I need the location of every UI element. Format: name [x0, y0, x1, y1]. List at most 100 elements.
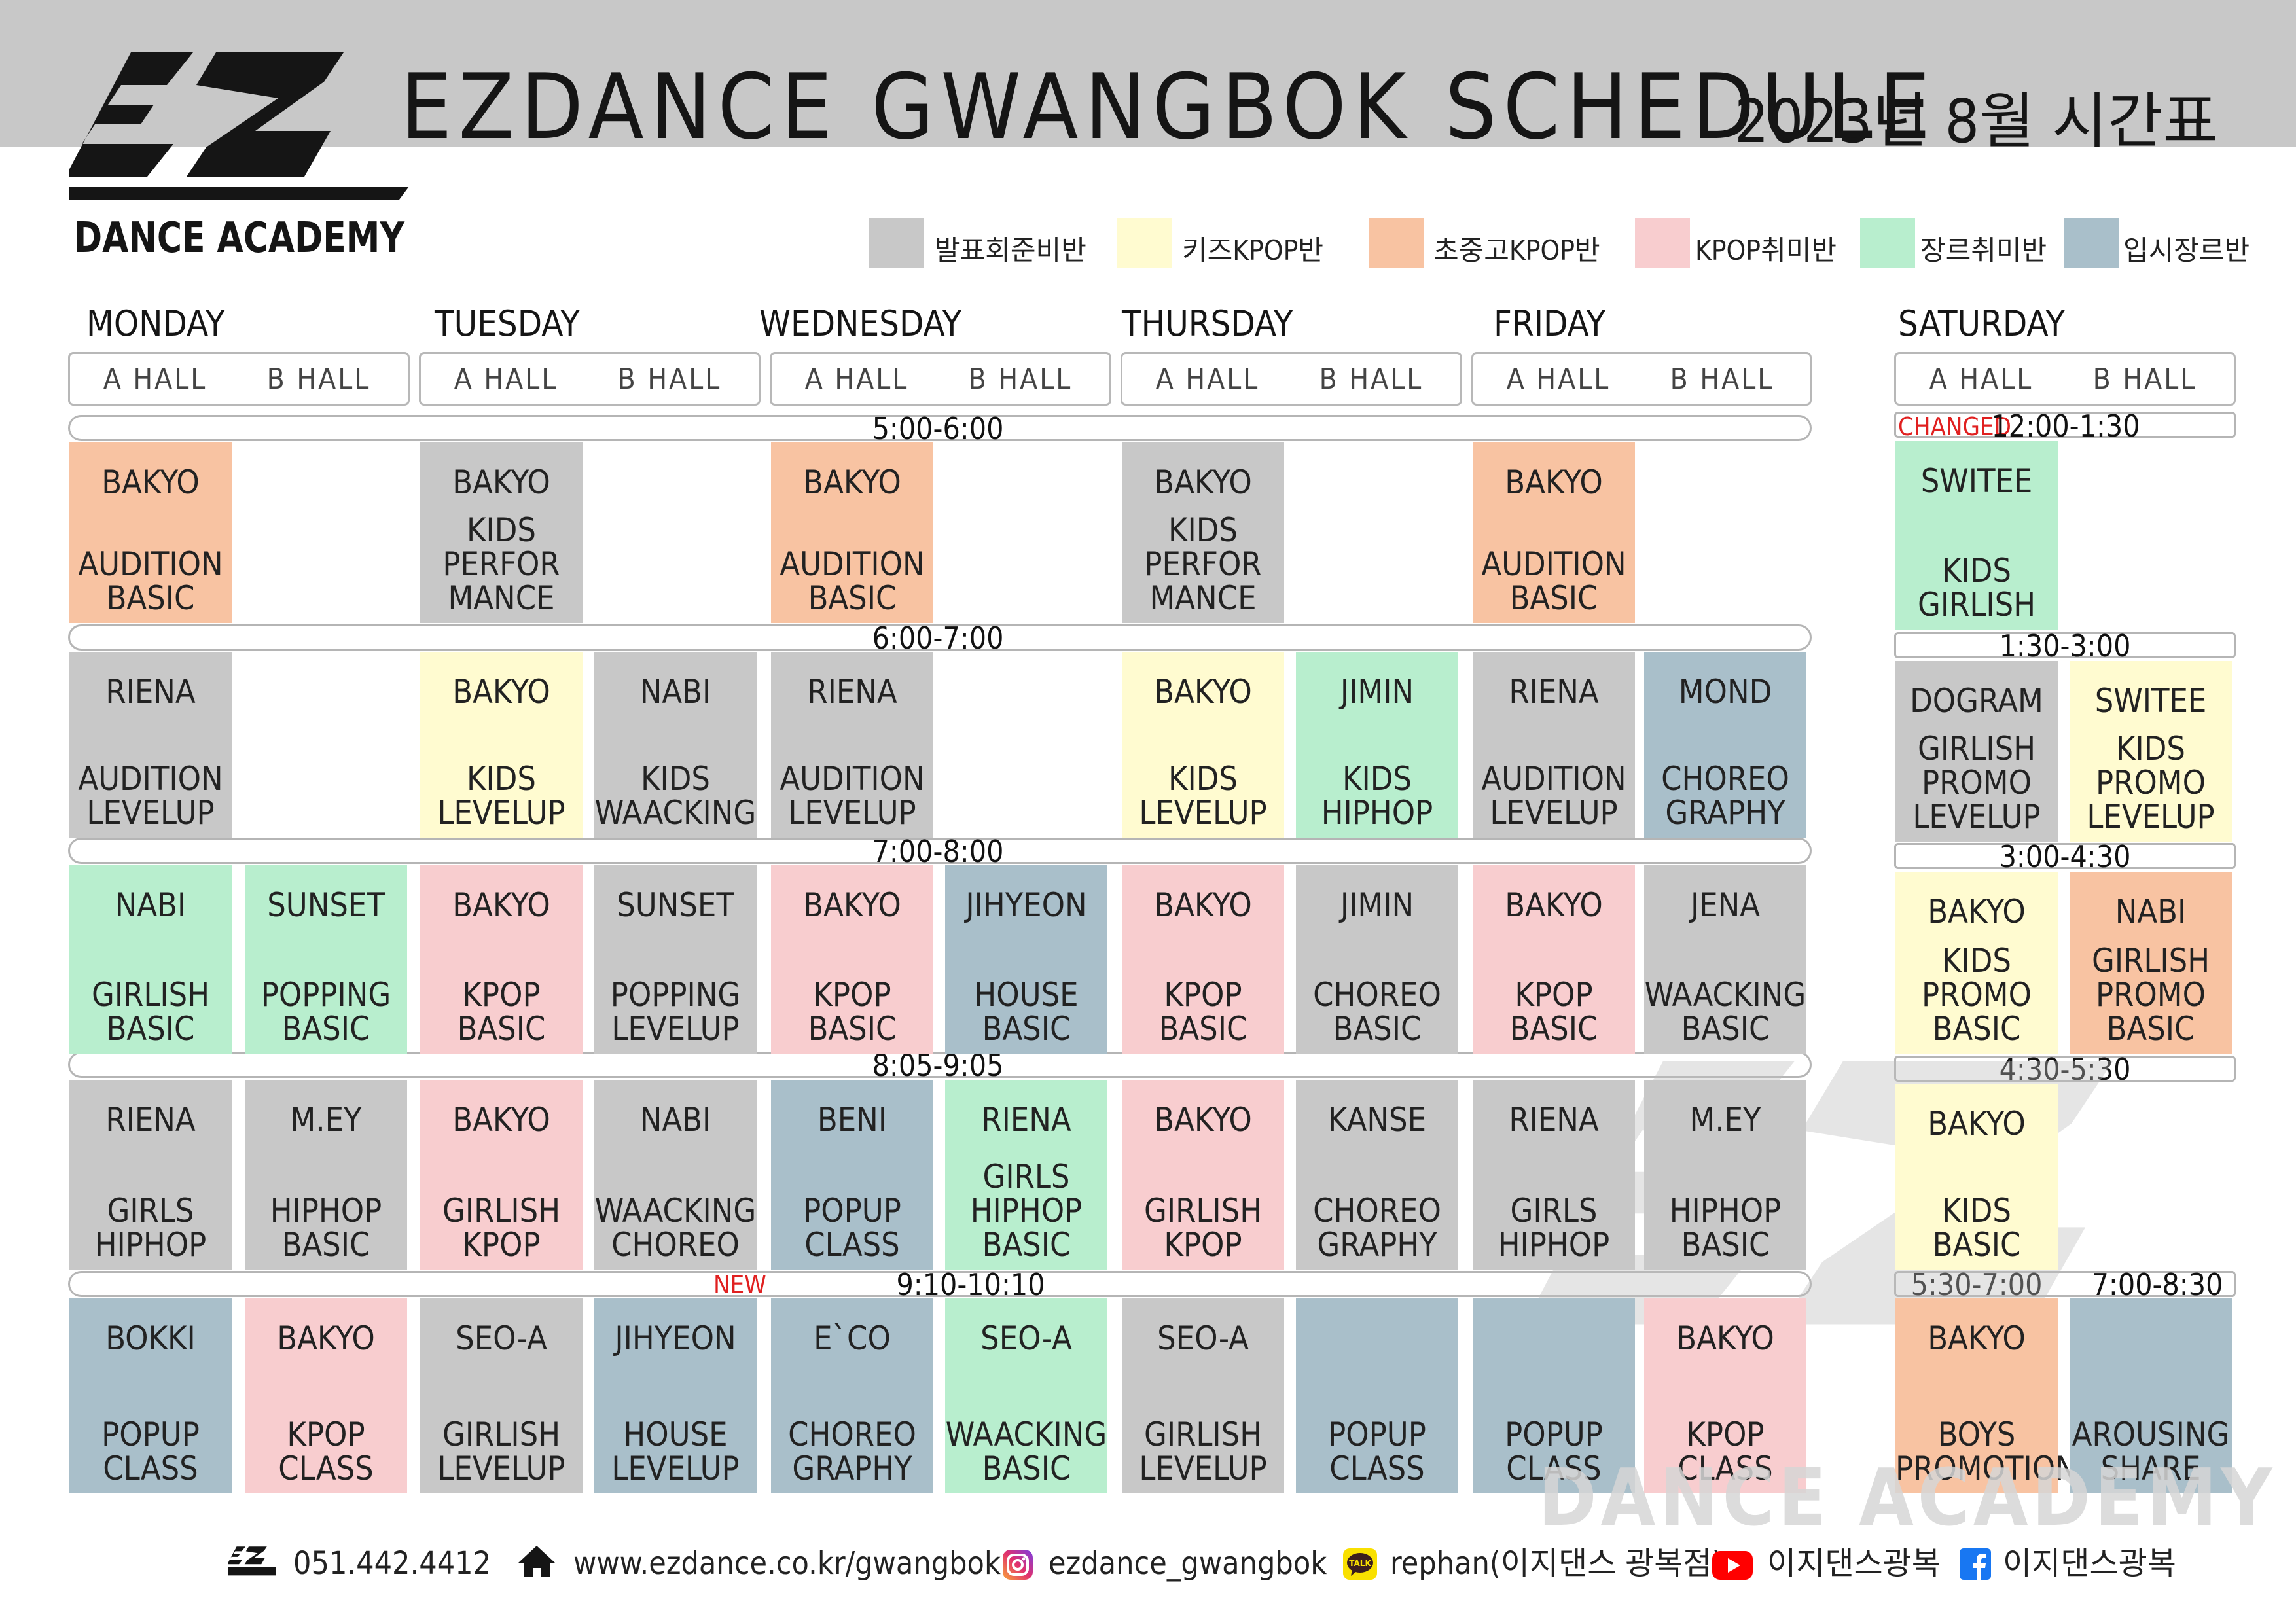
teacher-name: SEO-A — [980, 1319, 1072, 1357]
teacher-name: NABI — [639, 1101, 711, 1139]
class-cell: JIHYEON HOUSE LEVELUP — [594, 1298, 757, 1493]
saturday-class-cell: BAKYO KIDS BASIC — [1895, 1084, 2058, 1270]
class-name: GIRLISH PROMO LEVELUP — [1912, 730, 2041, 836]
class-cell: BAKYO AUDITION BASIC — [69, 442, 232, 623]
legend-swatch — [1860, 218, 1915, 268]
class-name: HIPHOP BASIC — [270, 1192, 382, 1264]
class-name: KPOP BASIC — [1158, 976, 1247, 1048]
kakaotalk-icon: TALK — [1343, 1548, 1377, 1580]
class-cell: BAKYO KPOP CLASS — [245, 1298, 407, 1493]
watermark-text: DANCE ACADEMY — [1538, 1453, 2276, 1544]
class-cell: KANSE CHOREO GRAPHY — [1296, 1080, 1458, 1270]
class-cell: M.EY HIPHOP BASIC — [1644, 1080, 1806, 1270]
day-monday: MONDAY — [86, 303, 225, 344]
sat-time-label-1: 12:00-1:30 — [1991, 408, 2140, 444]
class-name: HOUSE BASIC — [974, 976, 1079, 1048]
class-name: KIDS PROMO LEVELUP — [2087, 730, 2215, 836]
footer-facebook[interactable]: 이지댄스광복 — [2003, 1545, 2176, 1582]
teacher-name: BAKYO — [101, 463, 200, 501]
teacher-name: BAKYO — [452, 886, 550, 924]
class-cell: RIENA GIRLS HIPHOP — [69, 1080, 232, 1270]
hall-header-box — [419, 352, 761, 406]
class-cell: RIENA GIRLS HIPHOP — [1473, 1080, 1635, 1270]
class-name: POPUP CLASS — [803, 1192, 901, 1264]
class-cell: BAKYO GIRLISH KPOP — [420, 1080, 583, 1270]
legend-swatch — [2064, 218, 2119, 268]
class-name: GIRLISH KPOP — [442, 1192, 561, 1264]
legend-label: 입시장르반 — [2123, 234, 2250, 266]
teacher-name: JIHYEON — [615, 1319, 736, 1357]
day-tuesday: TUESDAY — [435, 303, 580, 344]
hall-label-b: B HALL — [968, 363, 1073, 396]
saturday-class-cell: SWITEE KIDS PROMO LEVELUP — [2070, 661, 2232, 842]
class-cell: JIMIN KIDS HIPHOP — [1296, 652, 1458, 838]
sat-time-bar-3 — [1894, 843, 2236, 869]
class-cell: BAKYO GIRLISH KPOP — [1122, 1080, 1284, 1270]
saturday-class-cell: BAKYO BOYS PROMOTION — [1895, 1298, 2077, 1493]
class-name: GIRLS HIPHOP — [1498, 1192, 1610, 1264]
teacher-name: BAKYO — [277, 1319, 375, 1357]
sat-time-label-2: 1:30-3:00 — [1999, 628, 2131, 664]
teacher-name: NABI — [2115, 893, 2187, 931]
time-label-3: 7:00-8:00 — [872, 834, 1004, 869]
saturday-class-cell: DOGRAM GIRLISH PROMO LEVELUP — [1895, 661, 2058, 842]
teacher-name: MOND — [1678, 673, 1772, 711]
class-cell: JIMIN CHOREO BASIC — [1296, 865, 1458, 1054]
page-title: EZDANCE GWANGBOK SCHEDULE — [401, 54, 1937, 160]
class-cell: POPUP CLASS — [1473, 1298, 1635, 1493]
teacher-name: BOKKI — [105, 1319, 196, 1357]
teacher-name: SUNSET — [267, 886, 385, 924]
svg-text:TALK: TALK — [1349, 1559, 1371, 1568]
teacher-name: BAKYO — [803, 463, 901, 501]
teacher-name: JIMIN — [1340, 886, 1414, 924]
footer-youtube[interactable]: 이지댄스광복 — [1767, 1545, 1941, 1582]
hall-label-b: B HALL — [1319, 363, 1424, 396]
class-name: KIDS GIRLISH — [1917, 552, 2036, 624]
teacher-name: SWITEE — [2094, 682, 2207, 720]
footer-kakao[interactable]: rephan(이지댄스 광복점) — [1390, 1545, 1723, 1582]
hall-header-box — [1471, 352, 1812, 406]
class-name: KPOP BASIC — [808, 976, 897, 1048]
saturday-class-cell: BAKYO KIDS PROMO BASIC — [1895, 872, 2058, 1054]
class-name: POPUP CLASS — [101, 1416, 200, 1488]
day-friday: FRIDAY — [1494, 303, 1606, 344]
teacher-name: M.EY — [290, 1101, 362, 1139]
changed-tag: CHANGED — [1898, 412, 2011, 441]
new-tag: NEW — [713, 1270, 766, 1299]
time-bar-3 — [68, 838, 1812, 864]
hall-label-a: A HALL — [804, 363, 909, 396]
hall-label-b: B HALL — [2092, 363, 2197, 396]
class-name: AROUSING SHARE — [2072, 1416, 2230, 1488]
teacher-name: SEO-A — [1157, 1319, 1249, 1357]
saturday-class-cell: NABI GIRLISH PROMO BASIC — [2070, 872, 2232, 1054]
class-name: KIDS BASIC — [1932, 1192, 2021, 1264]
class-name: BOYS PROMOTION — [1895, 1416, 2077, 1488]
teacher-name: JIMIN — [1340, 673, 1414, 711]
hall-label-b: B HALL — [266, 363, 371, 396]
teacher-name: RIENA — [105, 1101, 196, 1139]
class-cell: BAKYO KIDS PERFOR MANCE — [420, 442, 583, 623]
class-name: CHOREO BASIC — [1313, 976, 1441, 1048]
class-name: WAACKING CHOREO — [594, 1192, 757, 1264]
footer-logo-icon — [228, 1546, 276, 1576]
class-name: AUDITION LEVELUP — [1481, 760, 1626, 832]
teacher-name: NABI — [115, 886, 187, 924]
class-cell: BAKYO KPOP BASIC — [420, 865, 583, 1054]
schedule-date: 2023년 8월 시간표 — [1734, 86, 2219, 156]
class-cell: RIENA AUDITION LEVELUP — [69, 652, 232, 838]
class-cell: POPUP CLASS — [1296, 1298, 1458, 1493]
class-name: KIDS LEVELUP — [437, 760, 565, 832]
teacher-name: BAKYO — [1154, 673, 1252, 711]
sat-time-bar-2 — [1894, 632, 2236, 658]
footer-website[interactable]: www.ezdance.co.kr/gwangbok — [573, 1545, 1001, 1582]
footer-instagram[interactable]: ezdance_gwangbok — [1049, 1545, 1327, 1582]
legend-label: KPOP취미반 — [1695, 234, 1837, 266]
class-cell: BAKYO KPOP CLASS — [1644, 1298, 1806, 1493]
hall-label-a: A HALL — [1155, 363, 1260, 396]
youtube-icon — [1712, 1551, 1753, 1580]
hall-header-box — [1894, 352, 2236, 406]
teacher-name: BAKYO — [1676, 1319, 1774, 1357]
class-name: GIRLISH LEVELUP — [1139, 1416, 1267, 1488]
class-cell: SEO-A GIRLISH LEVELUP — [420, 1298, 583, 1493]
time-bar-4 — [68, 1052, 1812, 1078]
